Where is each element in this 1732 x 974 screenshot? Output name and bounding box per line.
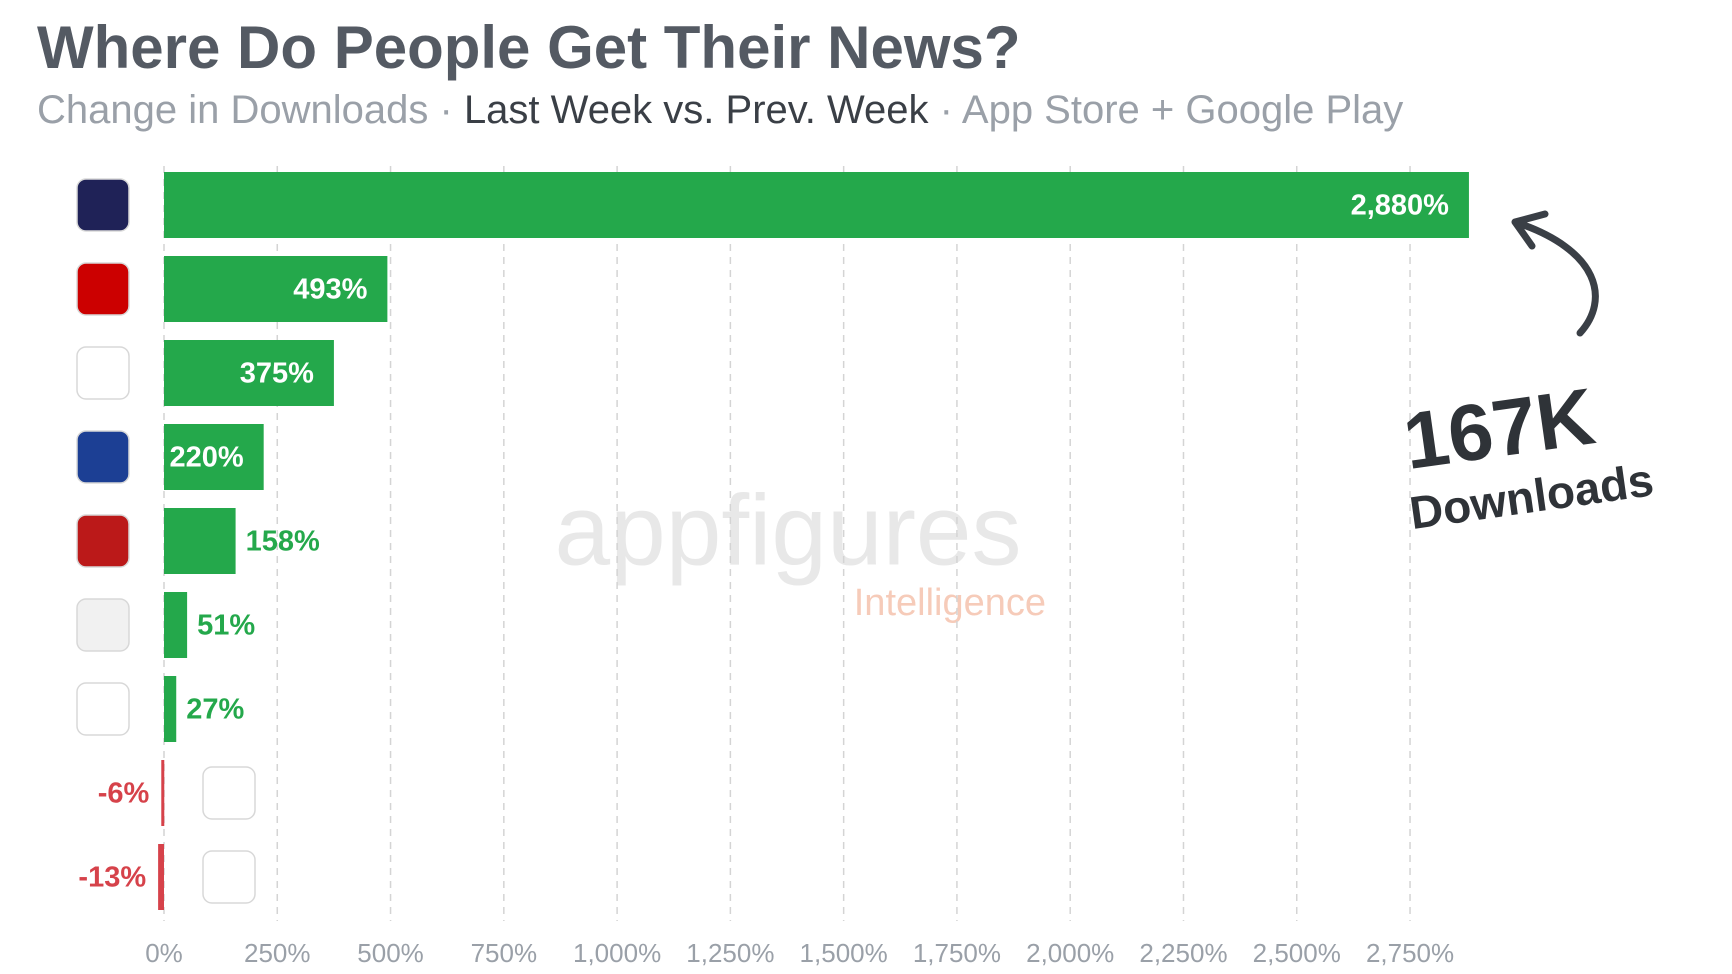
bar [164, 256, 388, 322]
watermark-brand: appfigures [555, 474, 1022, 586]
value-label: 220% [170, 442, 244, 474]
x-tick-label: 1,000% [573, 938, 661, 968]
plot: 0% 250% 500% 750% 1,000% 1,250% 1,500% 1,750% 2,… [76, 166, 1469, 968]
bar [161, 760, 165, 826]
chart-subtitle: Change in Downloads · Last Week vs. Prev… [37, 88, 1403, 132]
value-label: 51% [197, 610, 255, 642]
bar [164, 340, 334, 406]
x-tick-label: 2,000% [1026, 938, 1114, 968]
arrow [1511, 210, 1599, 337]
subtitle-part: Last Week vs. Prev. Week [464, 88, 930, 132]
app-icon [76, 514, 130, 568]
x-tick-label: 2,750% [1366, 938, 1454, 968]
value-label: 2,880% [1351, 190, 1450, 222]
value-label: -6% [98, 778, 150, 810]
value-label: 375% [240, 358, 314, 390]
bar [164, 592, 188, 658]
watermark-product: Intelligence [854, 582, 1046, 624]
x-tick-label: 2,250% [1139, 938, 1227, 968]
app-icon [76, 262, 130, 316]
app-icon [76, 178, 130, 232]
app-icon [76, 682, 130, 736]
value-label: 158% [246, 526, 320, 558]
chart-title: Where Do People Get Their News? [37, 14, 1021, 81]
bar [164, 676, 177, 742]
app-icon [76, 598, 130, 652]
bar [164, 424, 264, 490]
x-tick-label: 750% [471, 938, 538, 968]
subtitle-part: Change in Downloads · [37, 88, 453, 132]
x-tick-label: 2,500% [1253, 938, 1341, 968]
x-tick-label: 500% [357, 938, 424, 968]
subtitle-part: · App Store + Google Play [940, 88, 1404, 132]
x-tick-label: 1,500% [800, 938, 888, 968]
value-label: -13% [78, 862, 146, 894]
x-tick-label: 0% [145, 938, 183, 968]
x-tick-label: 250% [244, 938, 311, 968]
value-label: 493% [293, 274, 367, 306]
bar [158, 844, 164, 910]
app-icon [202, 850, 256, 904]
app-icon [76, 430, 130, 484]
bar [164, 508, 236, 574]
x-tick-label: 1,250% [686, 938, 774, 968]
app-icon [202, 766, 256, 820]
value-label: 27% [186, 694, 244, 726]
bar [164, 172, 1469, 238]
app-icon [76, 346, 130, 400]
x-tick-label: 1,750% [913, 938, 1001, 968]
